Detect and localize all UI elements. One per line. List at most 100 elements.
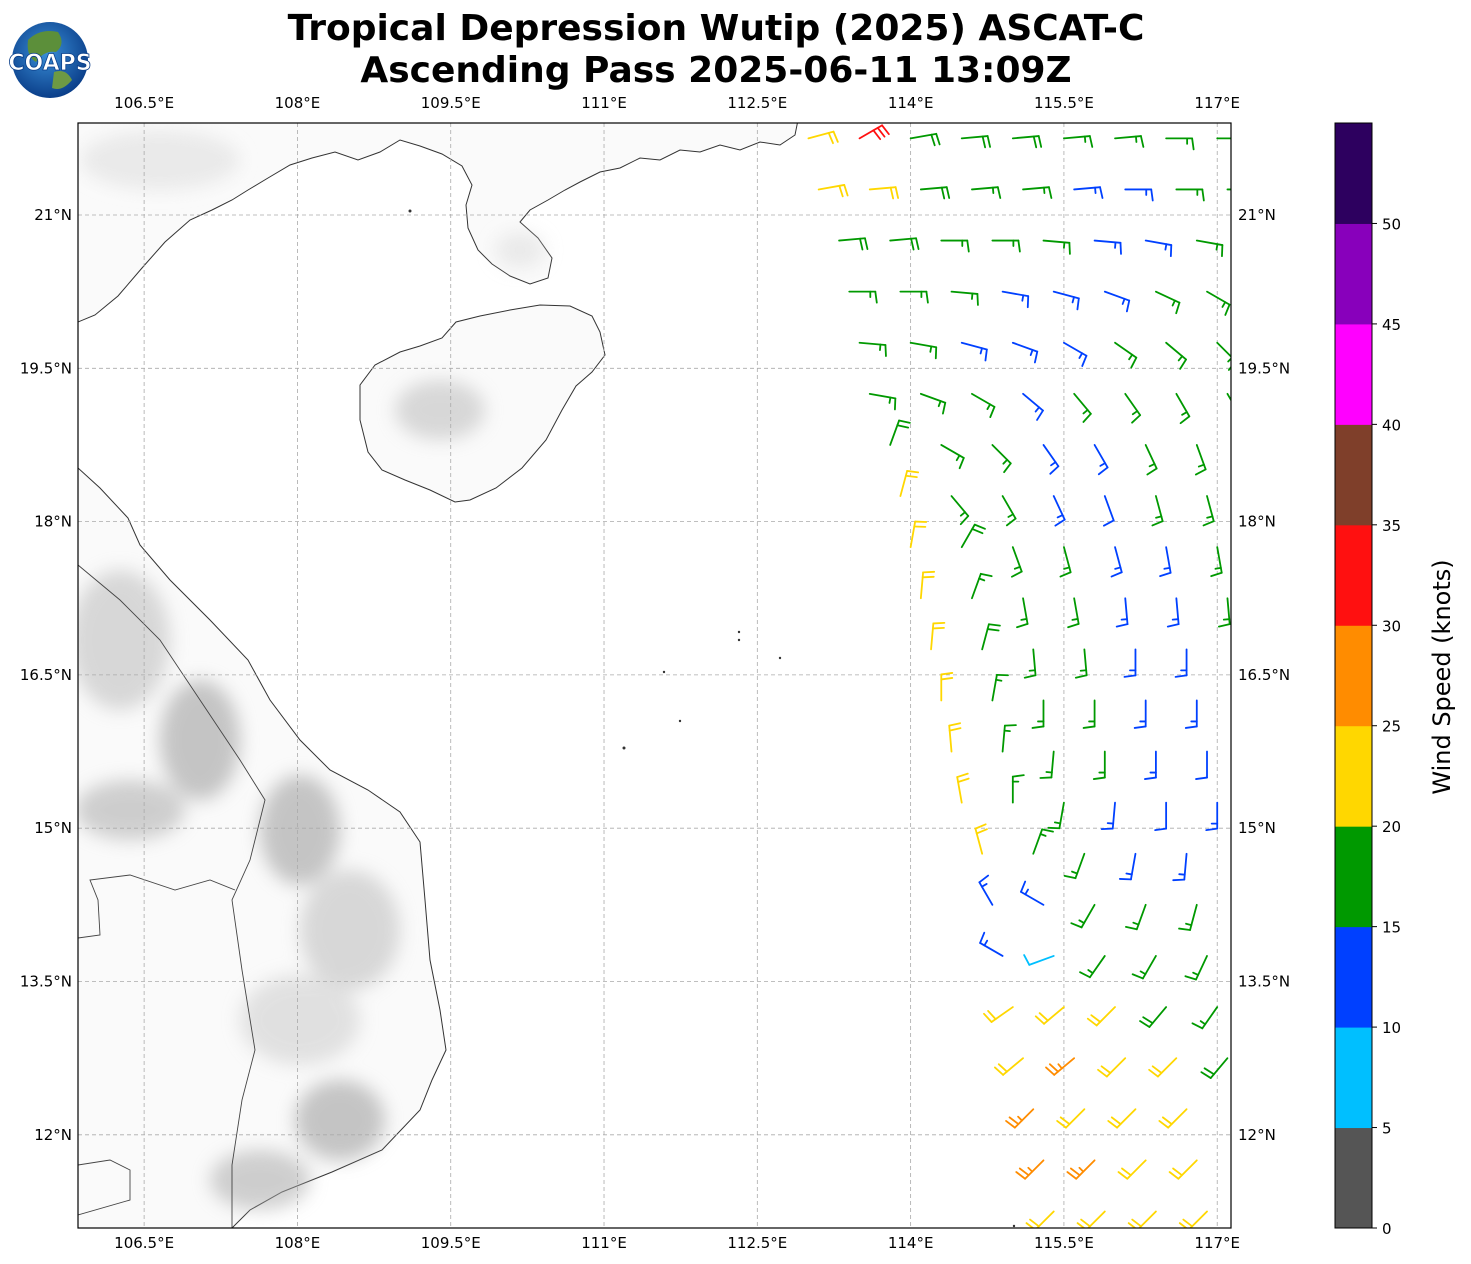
barb-full: [1184, 725, 1198, 729]
barb-full: [910, 237, 915, 251]
barb-full: [1115, 623, 1129, 628]
barb-full: [1029, 1218, 1040, 1228]
wind-barb: [1124, 188, 1154, 202]
barb-half: [1206, 515, 1214, 519]
wind-barb: [1066, 1159, 1096, 1180]
colorbar-segment: [1335, 1027, 1372, 1129]
barb-full: [1107, 1120, 1118, 1129]
barb-full: [1194, 468, 1207, 476]
barb-half: [1017, 1115, 1023, 1122]
country-border-laos: [78, 564, 266, 1228]
wind-barb: [1011, 341, 1039, 364]
barb-full: [1066, 1171, 1078, 1180]
wind-barb: [1073, 186, 1104, 199]
barb-half: [1078, 352, 1084, 359]
wind-barb: [971, 392, 996, 419]
barb-full: [976, 293, 979, 306]
wind-barb: [1184, 699, 1198, 729]
wind-barb: [1165, 341, 1187, 370]
wind-barb: [981, 623, 1001, 651]
wind-barb: [1114, 341, 1138, 369]
wind-barb: [1001, 495, 1017, 527]
wind-barb: [1166, 597, 1180, 628]
barb-staff: [1226, 392, 1231, 402]
barb-half: [983, 939, 989, 947]
colorbar-segment: [1335, 725, 1372, 827]
lon-tick-label-top: 114°E: [888, 94, 934, 112]
barb-half: [1050, 461, 1057, 467]
colorbar-tick-label: 40: [1382, 416, 1401, 434]
axis-tick-labels: 106.5°E 106.5°E 108°E 108°E 109.5°E 109.5°E 11…: [20, 94, 1290, 1252]
wind-barb: [1042, 444, 1060, 475]
barb-half: [1087, 969, 1094, 975]
barb-full: [1041, 828, 1054, 833]
barb-full: [898, 419, 911, 424]
wind-barb: [1059, 546, 1072, 578]
barb-full: [1151, 1065, 1163, 1074]
barb-full: [940, 677, 954, 681]
land-china: [78, 123, 798, 323]
wind-barb: [1092, 750, 1106, 780]
barb-full: [1070, 922, 1083, 929]
wind-barb: [1076, 1210, 1106, 1228]
barb-full: [1210, 571, 1223, 578]
wind-barb: [1194, 444, 1207, 476]
barb-half: [995, 678, 1003, 682]
barb-full: [1161, 1116, 1173, 1125]
gridlines: [78, 123, 1231, 1228]
barb-full: [1100, 1065, 1112, 1074]
wind-barb: [1100, 801, 1116, 830]
wind-barb: [919, 392, 947, 415]
wind-barb: [858, 341, 887, 358]
country-border-cambodia: [78, 874, 236, 939]
barb-half: [1063, 566, 1071, 570]
barb-half: [888, 396, 892, 404]
wind-barb: [1010, 546, 1023, 578]
wind-barb: [956, 772, 970, 804]
barb-half: [1056, 514, 1064, 519]
wind-barb: [1144, 750, 1157, 780]
barb-full: [1131, 414, 1142, 424]
barb-full: [843, 184, 849, 197]
barb-full: [1130, 356, 1138, 369]
lat-tick-label-left: 12°N: [34, 1126, 72, 1144]
lon-tick-label-bottom: 109.5°E: [421, 1234, 481, 1252]
barb-full: [989, 405, 996, 419]
wind-barb: [817, 184, 849, 198]
barb-full: [1123, 674, 1137, 678]
lon-tick-label-bottom: 108°E: [275, 1234, 321, 1252]
colorbar-tick-label: 25: [1382, 718, 1401, 736]
barb-half: [1192, 971, 1200, 976]
barb-full: [1127, 1222, 1137, 1228]
barb-full: [1139, 1020, 1151, 1028]
wind-barb: [1184, 955, 1208, 981]
wind-barb: [940, 239, 970, 253]
wind-barb: [1205, 801, 1219, 832]
wind-barb: [1124, 392, 1142, 424]
wind-barb: [1202, 495, 1215, 527]
barb-half: [1114, 566, 1122, 570]
barb-full: [884, 344, 887, 358]
colorbar-segment: [1335, 625, 1372, 727]
barb-full: [986, 135, 991, 148]
barb-full: [881, 124, 890, 136]
barb-half: [1078, 919, 1085, 924]
wind-barb: [1165, 137, 1195, 151]
barb-full: [1076, 1222, 1086, 1228]
country-border-thailand: [78, 1159, 131, 1216]
barb-full: [1025, 1222, 1035, 1228]
barb-full: [1086, 1017, 1098, 1027]
barb-full: [1011, 774, 1025, 778]
barb-full: [1195, 776, 1208, 780]
barb-full: [1038, 1012, 1049, 1022]
wind-barb: [1226, 392, 1231, 424]
barb-half: [1121, 297, 1126, 305]
barb-full: [1081, 354, 1088, 367]
wind-barb: [960, 523, 986, 549]
wind-barb: [1001, 724, 1017, 753]
barb-full: [1067, 622, 1080, 629]
barb-full: [876, 126, 886, 138]
barb-half: [1057, 1063, 1063, 1070]
barb-half: [1139, 970, 1147, 976]
lat-tick-label-left: 16.5°N: [20, 666, 72, 684]
